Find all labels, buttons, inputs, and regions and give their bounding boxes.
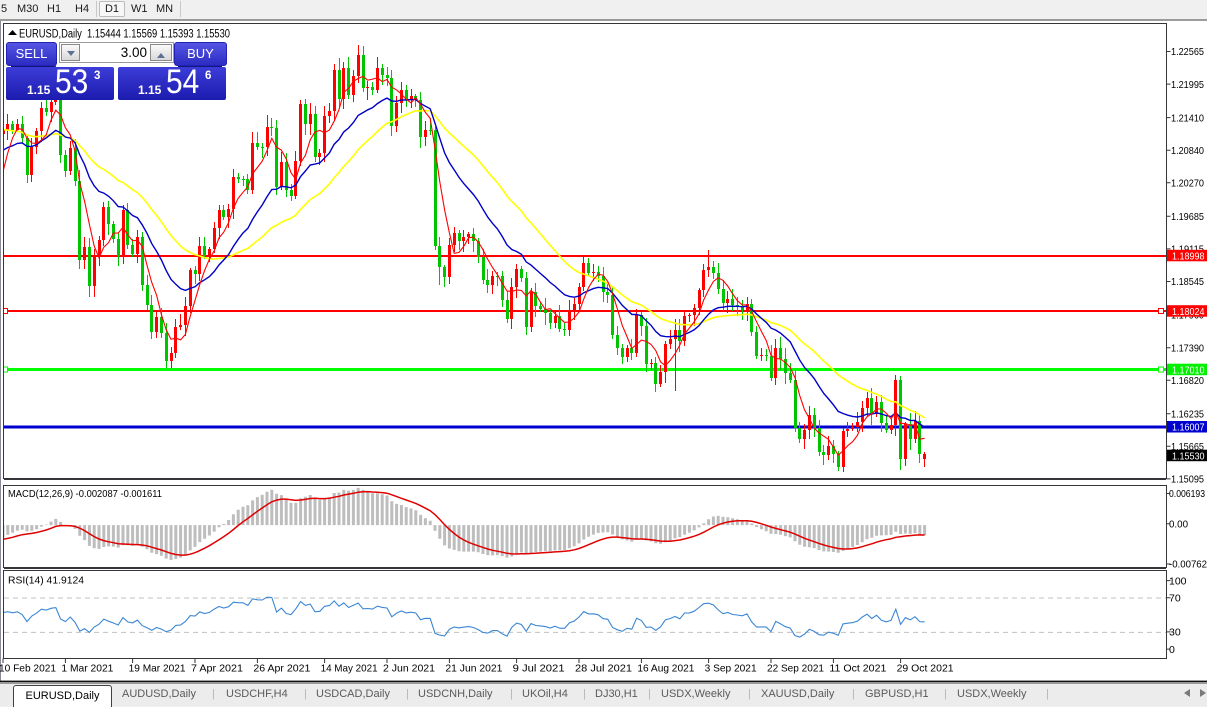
svg-text:1.20270: 1.20270 bbox=[1171, 178, 1204, 190]
svg-text:30: 30 bbox=[1169, 627, 1181, 639]
svg-text:0.006193: 0.006193 bbox=[1169, 488, 1205, 500]
svg-text:1.20840: 1.20840 bbox=[1171, 145, 1204, 157]
svg-text:1.15095: 1.15095 bbox=[1171, 474, 1204, 486]
svg-text:1.16235: 1.16235 bbox=[1171, 408, 1204, 420]
svg-text:1.17390: 1.17390 bbox=[1171, 342, 1204, 354]
svg-text:1.16820: 1.16820 bbox=[1171, 375, 1204, 387]
svg-text:-0.00762: -0.00762 bbox=[1169, 559, 1207, 571]
svg-text:0: 0 bbox=[1169, 644, 1175, 656]
svg-text:22 Sep 2021: 22 Sep 2021 bbox=[767, 663, 824, 675]
svg-text:1.17010: 1.17010 bbox=[1172, 364, 1205, 376]
svg-text:1.21410: 1.21410 bbox=[1171, 112, 1204, 124]
svg-text:1.15530: 1.15530 bbox=[1172, 450, 1205, 462]
svg-text:3 Sep 2021: 3 Sep 2021 bbox=[705, 663, 757, 675]
svg-text:70: 70 bbox=[1169, 592, 1181, 604]
svg-text:MACD(12,26,9) -0.002087 -0.001: MACD(12,26,9) -0.002087 -0.001611 bbox=[8, 488, 162, 500]
svg-text:1.21995: 1.21995 bbox=[1171, 79, 1204, 91]
svg-text:21 Jun 2021: 21 Jun 2021 bbox=[445, 663, 502, 675]
svg-text:1.22565: 1.22565 bbox=[1171, 46, 1204, 58]
svg-text:0.00: 0.00 bbox=[1169, 518, 1188, 530]
svg-text:1.19685: 1.19685 bbox=[1171, 211, 1204, 223]
svg-text:RSI(14) 41.9124: RSI(14) 41.9124 bbox=[8, 575, 84, 587]
svg-text:1 Mar 2021: 1 Mar 2021 bbox=[61, 663, 113, 675]
svg-text:10 Feb 2021: 10 Feb 2021 bbox=[0, 663, 56, 675]
svg-text:1.18545: 1.18545 bbox=[1171, 276, 1204, 288]
svg-text:11 Oct 2021: 11 Oct 2021 bbox=[829, 663, 886, 675]
svg-text:EURUSD,Daily 1.15444 1.15569: EURUSD,Daily 1.15444 1.15569 1.15393 1.1… bbox=[19, 29, 230, 41]
svg-text:2 Jun 2021: 2 Jun 2021 bbox=[383, 663, 435, 675]
svg-text:1.18998: 1.18998 bbox=[1172, 250, 1205, 262]
svg-text:1.18024: 1.18024 bbox=[1172, 306, 1205, 318]
svg-text:29 Oct 2021: 29 Oct 2021 bbox=[897, 663, 954, 675]
svg-text:19 Mar 2021: 19 Mar 2021 bbox=[129, 663, 186, 675]
svg-text:1.16007: 1.16007 bbox=[1172, 422, 1205, 434]
svg-text:14 May 2021: 14 May 2021 bbox=[321, 663, 378, 675]
svg-text:100: 100 bbox=[1169, 575, 1187, 587]
svg-text:16 Aug 2021: 16 Aug 2021 bbox=[637, 663, 694, 675]
svg-text:26 Apr 2021: 26 Apr 2021 bbox=[253, 663, 310, 675]
svg-text:7 Apr 2021: 7 Apr 2021 bbox=[191, 663, 243, 675]
svg-text:28 Jul 2021: 28 Jul 2021 bbox=[575, 663, 632, 675]
svg-text:9 Jul 2021: 9 Jul 2021 bbox=[513, 663, 565, 675]
